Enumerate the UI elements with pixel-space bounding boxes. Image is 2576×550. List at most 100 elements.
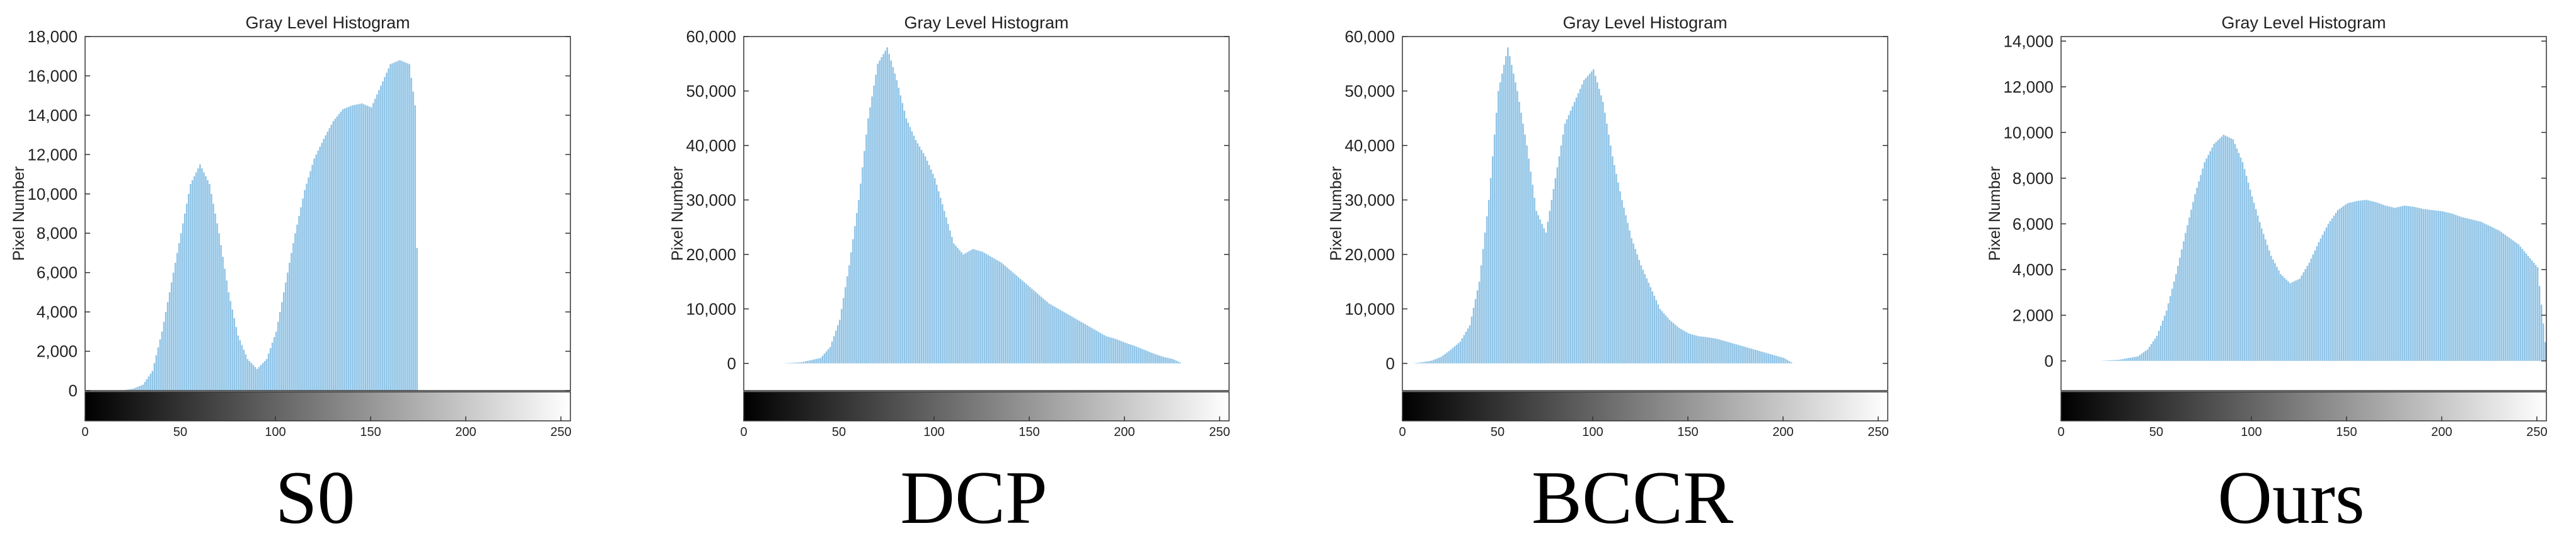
histogram-bar bbox=[1476, 290, 1479, 364]
histogram-bar bbox=[1638, 260, 1640, 364]
histogram-bar bbox=[856, 213, 858, 364]
histogram-bar bbox=[300, 207, 302, 391]
histogram-bar bbox=[2329, 221, 2331, 361]
histogram-bar bbox=[884, 50, 886, 364]
histogram-bar bbox=[974, 249, 976, 364]
histogram-bar bbox=[2131, 357, 2134, 361]
grayscale-colorbar bbox=[1402, 391, 1888, 421]
histogram-bar bbox=[1549, 210, 1551, 364]
histogram-bar bbox=[1779, 357, 1781, 364]
histogram-bars bbox=[1414, 47, 1793, 364]
histogram-bar bbox=[1511, 64, 1513, 364]
histogram-bar bbox=[2422, 209, 2425, 361]
histogram-bar bbox=[1556, 167, 1559, 364]
histogram-bar bbox=[1621, 200, 1623, 364]
histogram-bar bbox=[1703, 336, 1705, 364]
histogram-bar bbox=[214, 214, 216, 391]
histogram-bar bbox=[2308, 262, 2311, 361]
histogram-bar bbox=[1112, 338, 1115, 364]
histogram-bar bbox=[368, 106, 371, 391]
histogram-bar bbox=[325, 135, 326, 391]
y-tick-label: 0 bbox=[1386, 354, 1395, 373]
histogram-bar bbox=[1501, 73, 1503, 364]
histogram-bar bbox=[2474, 220, 2476, 361]
histogram-bar bbox=[987, 255, 989, 364]
histogram-bar bbox=[795, 362, 797, 364]
caption-bccr: BCCR bbox=[1531, 455, 1734, 539]
histogram-bar bbox=[2459, 216, 2461, 361]
histogram-bar bbox=[2533, 262, 2535, 361]
histogram-bar bbox=[267, 353, 270, 391]
histogram-bar bbox=[1747, 347, 1749, 364]
histogram-bar bbox=[1170, 358, 1172, 364]
histogram-bar bbox=[877, 64, 879, 364]
histogram-bar bbox=[334, 118, 337, 391]
histogram-bar bbox=[1684, 331, 1686, 364]
histogram-bar bbox=[178, 243, 180, 391]
histogram-bar bbox=[976, 249, 978, 364]
histogram-bar bbox=[2447, 212, 2449, 361]
histogram-bar bbox=[1771, 354, 1774, 364]
histogram-bar bbox=[2500, 232, 2502, 361]
histogram-bar bbox=[1101, 334, 1104, 364]
histogram-bar bbox=[138, 386, 141, 391]
x-tick-label: 250 bbox=[1868, 425, 1888, 439]
histogram-bar bbox=[1469, 325, 1471, 364]
histogram-bar bbox=[296, 224, 298, 391]
histogram-panel-ours: Gray Level Histogram Pixel Number 0 2,000 4,… bbox=[1976, 0, 2576, 550]
histogram-bar bbox=[2405, 205, 2408, 361]
histogram-bar bbox=[2495, 229, 2497, 361]
histogram-bar bbox=[920, 149, 923, 364]
histogram-bar bbox=[808, 360, 811, 364]
histogram-bar bbox=[1128, 343, 1130, 364]
histogram-bar bbox=[317, 151, 319, 391]
histogram-bars bbox=[2101, 134, 2546, 361]
histogram-bar bbox=[1116, 340, 1119, 364]
chart-title: Gray Level Histogram bbox=[245, 13, 410, 32]
histogram-bar bbox=[1520, 113, 1522, 364]
histogram-bar bbox=[2284, 277, 2285, 361]
histogram-bar bbox=[881, 57, 882, 364]
histogram-bar bbox=[2394, 207, 2396, 361]
histogram-bar bbox=[2268, 250, 2270, 361]
histogram-bar bbox=[203, 172, 205, 391]
histogram-bar bbox=[2251, 196, 2253, 361]
histogram-bar bbox=[1069, 315, 1071, 364]
histogram-bar bbox=[1615, 173, 1617, 364]
histogram-bar bbox=[1665, 315, 1667, 364]
histogram-bar bbox=[269, 348, 272, 391]
histogram-bar bbox=[804, 361, 807, 364]
histogram-bar bbox=[2234, 144, 2236, 361]
histogram-bar bbox=[273, 337, 275, 391]
histogram-bar bbox=[2160, 326, 2162, 361]
histogram-bar bbox=[279, 312, 281, 391]
histogram-bar bbox=[799, 362, 801, 364]
histogram-bar bbox=[1537, 215, 1539, 364]
histogram-bar bbox=[1709, 337, 1711, 364]
histogram-bar bbox=[909, 127, 911, 364]
histogram-bar bbox=[2323, 231, 2326, 361]
histogram-bar bbox=[882, 54, 884, 364]
histogram-bar bbox=[2358, 200, 2360, 361]
x-tick-label: 50 bbox=[1491, 425, 1505, 439]
y-axis-label: Pixel Number bbox=[1327, 166, 1345, 261]
histogram-bar bbox=[1060, 310, 1061, 364]
histogram-bar bbox=[399, 60, 401, 391]
histogram-bar bbox=[838, 319, 841, 364]
histogram-bar bbox=[2381, 204, 2383, 361]
histogram-bar bbox=[1674, 324, 1677, 364]
histogram-bar bbox=[810, 360, 812, 364]
histogram-bar bbox=[326, 132, 328, 391]
histogram-bar bbox=[224, 268, 226, 391]
histogram-bar bbox=[1604, 113, 1606, 364]
histogram-bar bbox=[1777, 356, 1779, 364]
histogram-bar bbox=[2352, 202, 2354, 361]
histogram-bar bbox=[1769, 354, 1772, 364]
histogram-bar bbox=[1158, 355, 1160, 364]
histogram-bar bbox=[2211, 147, 2214, 361]
histogram-bar bbox=[2106, 360, 2108, 361]
y-tick-label: 14,000 bbox=[2003, 32, 2053, 50]
histogram-bar bbox=[2525, 253, 2527, 361]
histogram-bar bbox=[2455, 215, 2457, 361]
histogram-bar bbox=[403, 61, 405, 391]
